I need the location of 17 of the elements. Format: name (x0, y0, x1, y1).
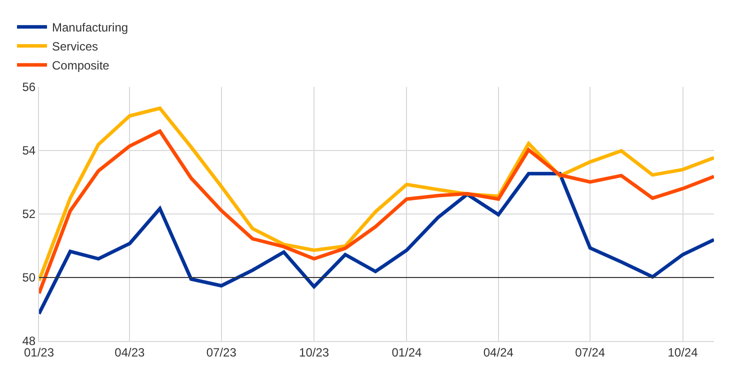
x-tick-label: 04/24 (483, 345, 514, 360)
y-tick-label: 54 (22, 144, 36, 158)
line-series (39, 129, 714, 296)
legend-label: Composite (52, 58, 110, 73)
x-tick-label: 10/24 (668, 345, 698, 360)
x-tick-label: 07/24 (575, 345, 606, 360)
x-tick-label: 10/23 (299, 345, 330, 360)
x-tick-label: 04/23 (114, 345, 146, 360)
y-tick-label: 56 (22, 80, 36, 94)
line-series (39, 106, 714, 282)
line-series (39, 172, 714, 316)
x-tick-label: 07/23 (206, 345, 237, 360)
legend-label: Services (52, 40, 98, 54)
y-tick-label: 52 (22, 207, 36, 222)
y-tick-label: 50 (22, 270, 36, 285)
x-tick-label: 01/24 (392, 345, 422, 360)
legend-label: Manufacturing (52, 20, 128, 35)
